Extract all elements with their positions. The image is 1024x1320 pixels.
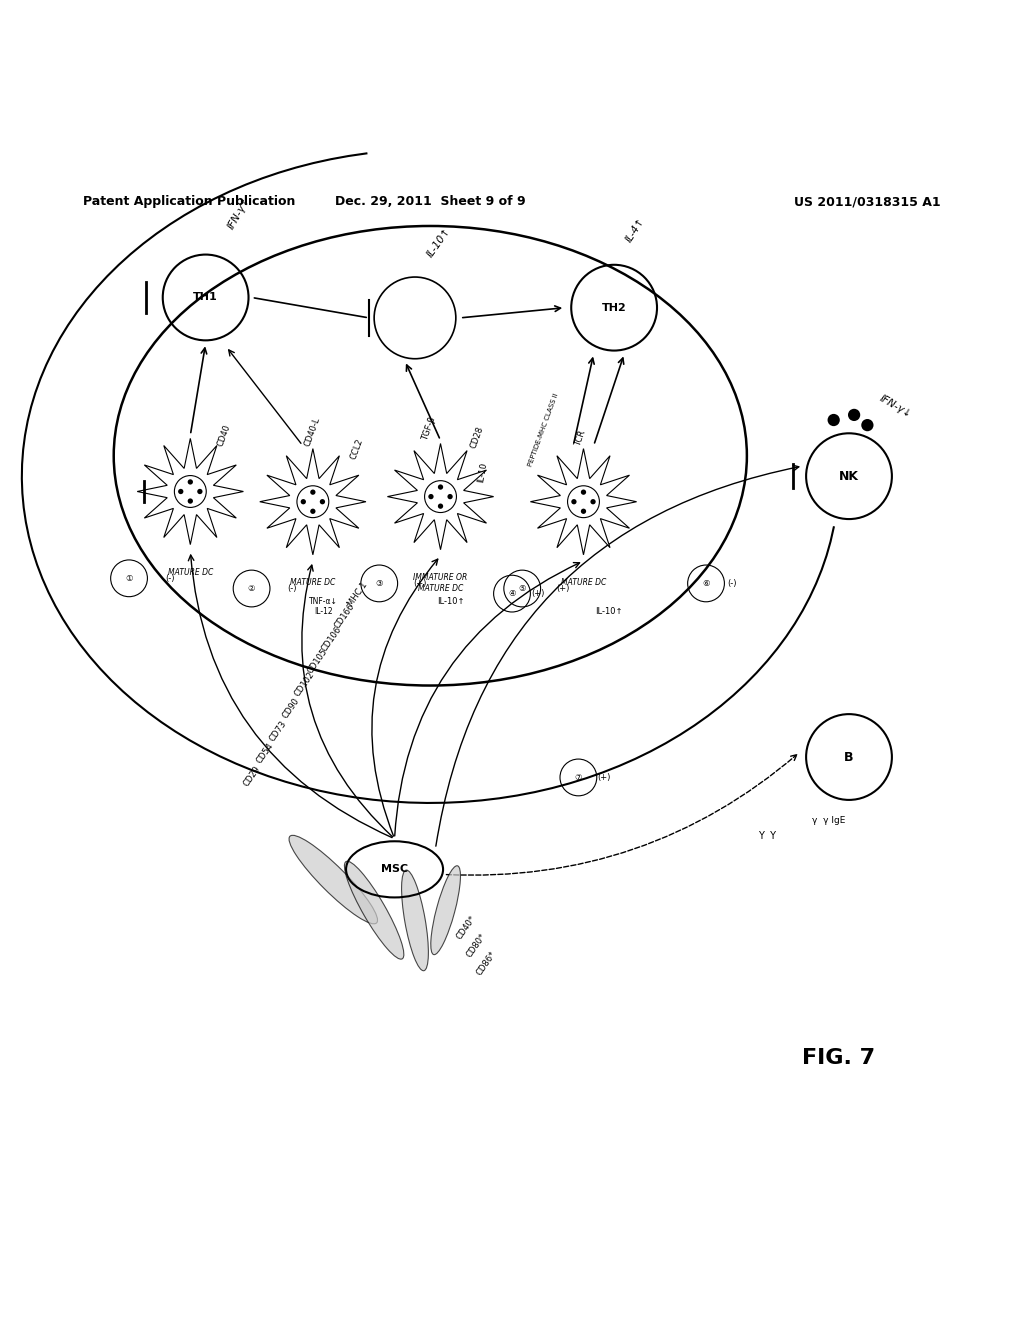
Text: CD40-L: CD40-L: [303, 416, 322, 447]
Text: Patent Application Publication: Patent Application Publication: [83, 195, 296, 209]
Text: IL-4↑: IL-4↑: [625, 216, 647, 244]
Text: PEPTIDE-MHC CLASS II: PEPTIDE-MHC CLASS II: [527, 392, 559, 467]
Text: (-): (-): [288, 583, 297, 593]
Circle shape: [187, 499, 193, 504]
Circle shape: [297, 486, 329, 517]
Text: Dec. 29, 2011  Sheet 9 of 9: Dec. 29, 2011 Sheet 9 of 9: [335, 195, 525, 209]
Circle shape: [581, 508, 586, 513]
Text: MATURE DC: MATURE DC: [290, 578, 336, 587]
Text: CD102: CD102: [293, 669, 316, 698]
Text: (+): (+): [597, 774, 610, 781]
Text: ③: ③: [376, 579, 383, 587]
Polygon shape: [137, 438, 244, 545]
Circle shape: [591, 499, 596, 504]
Text: MATURE DC: MATURE DC: [168, 568, 213, 577]
Text: CD28: CD28: [469, 425, 485, 450]
Text: CD40*: CD40*: [455, 913, 477, 941]
Text: ②: ②: [248, 583, 255, 593]
Text: IL-10↑: IL-10↑: [595, 607, 623, 616]
Ellipse shape: [431, 866, 461, 954]
Text: IMMATURE OR
MATURE DC: IMMATURE OR MATURE DC: [414, 573, 468, 593]
Ellipse shape: [344, 861, 403, 960]
Text: TCR: TCR: [573, 429, 588, 447]
Text: CD166: CD166: [333, 602, 356, 631]
Text: TNF-α↓
IL-12: TNF-α↓ IL-12: [308, 597, 338, 616]
Text: IL-10↑: IL-10↑: [425, 226, 453, 259]
Circle shape: [428, 494, 433, 499]
Text: B: B: [844, 751, 854, 763]
Circle shape: [310, 508, 315, 513]
Text: CD40: CD40: [216, 422, 232, 447]
Circle shape: [581, 490, 586, 495]
Circle shape: [827, 414, 840, 426]
Text: (+): (+): [556, 583, 569, 593]
Circle shape: [861, 418, 873, 432]
Circle shape: [187, 479, 193, 484]
Text: ④: ④: [508, 589, 516, 598]
Text: FIG. 7: FIG. 7: [802, 1048, 876, 1068]
Text: Y  Y: Y Y: [759, 830, 776, 841]
Circle shape: [425, 480, 457, 512]
Text: IFN-γ↓: IFN-γ↓: [878, 393, 913, 420]
Polygon shape: [387, 444, 494, 549]
Text: CD80*: CD80*: [465, 932, 487, 960]
Text: CD86*: CD86*: [475, 950, 498, 978]
Circle shape: [198, 488, 203, 494]
Text: US 2011/0318315 A1: US 2011/0318315 A1: [795, 195, 941, 209]
Circle shape: [301, 499, 306, 504]
Text: MATURE DC: MATURE DC: [561, 578, 606, 587]
Ellipse shape: [289, 836, 378, 924]
Text: TH1: TH1: [194, 293, 218, 302]
Text: IL-10: IL-10: [476, 462, 488, 483]
Circle shape: [438, 503, 443, 508]
Text: TH2: TH2: [602, 302, 627, 313]
Polygon shape: [260, 449, 366, 554]
Ellipse shape: [401, 870, 428, 970]
Text: ⑦: ⑦: [574, 774, 582, 781]
Text: NK: NK: [839, 470, 859, 483]
Text: γ  γ IgE: γ γ IgE: [812, 816, 845, 825]
Text: ⑤: ⑤: [518, 583, 526, 593]
Text: CD54: CD54: [255, 742, 275, 766]
Text: CCL2: CCL2: [348, 437, 365, 461]
Text: CD106: CD106: [319, 624, 343, 653]
Polygon shape: [530, 449, 637, 554]
Circle shape: [310, 490, 315, 495]
Circle shape: [174, 475, 206, 507]
Text: IFN-γ↑: IFN-γ↑: [226, 195, 252, 231]
Text: CD105: CD105: [306, 647, 330, 676]
Text: ⑥: ⑥: [702, 579, 710, 587]
Circle shape: [567, 486, 599, 517]
Circle shape: [319, 499, 325, 504]
Circle shape: [178, 488, 183, 494]
Text: (-): (-): [165, 574, 175, 583]
Circle shape: [571, 499, 577, 504]
Text: CD73: CD73: [268, 718, 289, 743]
Text: MSC: MSC: [381, 865, 409, 874]
Text: (+): (+): [530, 589, 544, 598]
Text: CD29: CD29: [242, 764, 262, 788]
Text: TGF-β: TGF-β: [420, 416, 437, 442]
Text: ①: ①: [125, 574, 133, 583]
Circle shape: [447, 494, 453, 499]
Text: IL-10↑: IL-10↑: [437, 597, 465, 606]
Circle shape: [438, 484, 443, 490]
Text: (+): (+): [414, 579, 427, 587]
Circle shape: [848, 409, 860, 421]
Text: (-): (-): [727, 579, 736, 587]
Text: MHC 1: MHC 1: [346, 581, 370, 609]
Text: CD90: CD90: [282, 697, 302, 721]
